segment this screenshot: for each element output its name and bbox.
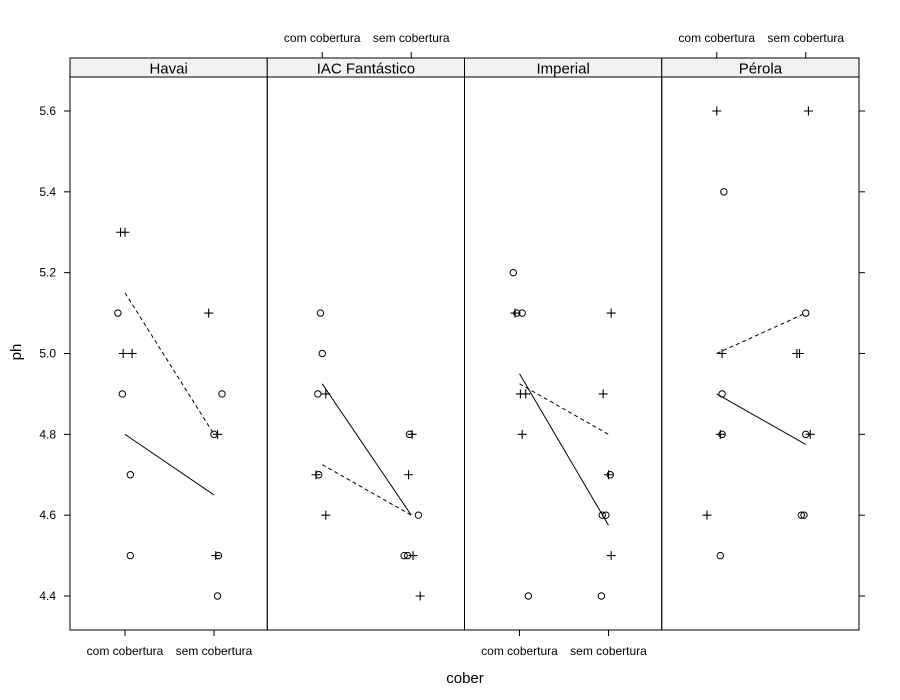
x-tick-label: sem cobertura	[570, 644, 647, 658]
data-point-circle	[509, 268, 517, 277]
trend-line-dashed	[716, 312, 806, 354]
panel-2: Imperial com cobertura sem cobertura	[464, 57, 663, 658]
trend-line-dashed	[322, 464, 412, 516]
data-point-plus	[803, 106, 813, 116]
panel-0: Havai com cobertura sem cobertura	[69, 57, 268, 658]
trend-line-dashed	[124, 292, 215, 435]
y-tick-label: 5.0	[39, 347, 56, 361]
y-tick-label: 5.6	[39, 104, 56, 118]
trend-line-solid	[124, 433, 215, 496]
strip-label: IAC Fantástico	[317, 61, 415, 78]
data-point-plus	[321, 510, 331, 520]
data-point-circle	[602, 511, 610, 519]
data-point-circle	[524, 592, 533, 600]
data-point-plus	[517, 429, 527, 439]
data-point-plus	[311, 470, 321, 480]
strip-box	[661, 57, 860, 78]
data-point-plus	[118, 349, 128, 358]
x-tick-label: com cobertura	[481, 644, 558, 658]
y-tick-label: 5.4	[39, 185, 56, 199]
strip-label: Havai	[149, 61, 187, 78]
data-point-circle	[114, 309, 122, 317]
strip-label: Imperial	[536, 61, 589, 78]
trend-line-solid	[716, 393, 806, 445]
data-point-plus	[415, 591, 425, 601]
data-point-plus	[204, 308, 214, 318]
y-tick-label: 4.6	[39, 508, 56, 522]
data-point-plus	[717, 349, 727, 358]
data-point-plus	[321, 389, 331, 399]
data-point-circle	[314, 471, 323, 479]
data-point-circle	[316, 309, 325, 317]
panel-1: IAC Fantástico com cobertura sem cobertura	[266, 31, 465, 631]
data-point-plus	[712, 106, 722, 116]
panel-3: Pérola com cobertura sem cobertura	[661, 31, 860, 631]
trend-line-solid	[321, 383, 412, 516]
data-point-circle	[126, 551, 135, 560]
data-point-circle	[118, 390, 127, 398]
trend-line-dashed	[519, 383, 609, 435]
data-point-plus	[407, 429, 417, 439]
data-point-circle	[598, 511, 606, 519]
data-point-circle	[597, 592, 606, 600]
data-point-circle	[400, 551, 408, 560]
data-point-plus	[211, 551, 221, 561]
x-tick-label: com cobertura	[87, 644, 164, 658]
x-tick-label: sem cobertura	[767, 31, 844, 45]
data-point-plus	[404, 470, 414, 480]
x-tick-label: sem cobertura	[176, 644, 253, 658]
data-point-circle	[800, 511, 808, 519]
panel-frame	[69, 76, 268, 631]
data-point-circle	[718, 430, 726, 439]
data-point-circle	[314, 390, 322, 398]
x-axis-title: cober	[446, 670, 484, 687]
data-point-plus	[702, 510, 712, 520]
data-point-circle	[606, 471, 614, 479]
data-point-circle	[513, 309, 521, 317]
trend-line-solid	[519, 373, 609, 526]
strip-label: Pérola	[739, 61, 783, 78]
data-point-circle	[720, 188, 728, 196]
x-tick-label: com cobertura	[678, 31, 755, 45]
data-point-plus	[805, 429, 815, 439]
data-point-circle	[126, 471, 135, 479]
data-point-plus	[127, 349, 137, 358]
data-point-circle	[716, 551, 725, 560]
y-tick-label: 5.2	[39, 266, 56, 280]
data-point-circle	[518, 309, 526, 317]
data-point-circle	[318, 349, 326, 358]
data-point-plus	[795, 349, 805, 358]
data-point-plus	[606, 308, 616, 318]
data-point-plus	[598, 389, 608, 399]
data-point-circle	[797, 511, 805, 519]
data-point-plus	[408, 551, 418, 561]
data-point-circle	[218, 390, 226, 398]
panel-frame	[464, 76, 663, 631]
data-point-circle	[802, 309, 810, 317]
y-tick-label: 4.8	[39, 427, 56, 441]
data-point-circle	[214, 551, 223, 560]
data-point-plus	[521, 389, 531, 399]
y-axis: 4.4 4.6 4.8 5.0 5.2 5.4 5.6	[39, 104, 865, 603]
x-tick-label: com cobertura	[284, 31, 361, 45]
data-point-circle	[414, 511, 423, 519]
panel-frame	[266, 76, 465, 631]
data-point-circle	[213, 592, 222, 600]
data-point-plus	[120, 227, 130, 237]
panel-frame	[661, 76, 860, 631]
y-tick-label: 4.4	[39, 589, 56, 603]
data-point-plus	[606, 551, 616, 561]
y-axis-title: ph	[8, 344, 25, 361]
x-tick-label: sem cobertura	[373, 31, 450, 45]
data-point-plus	[213, 429, 223, 439]
data-point-circle	[718, 390, 726, 398]
